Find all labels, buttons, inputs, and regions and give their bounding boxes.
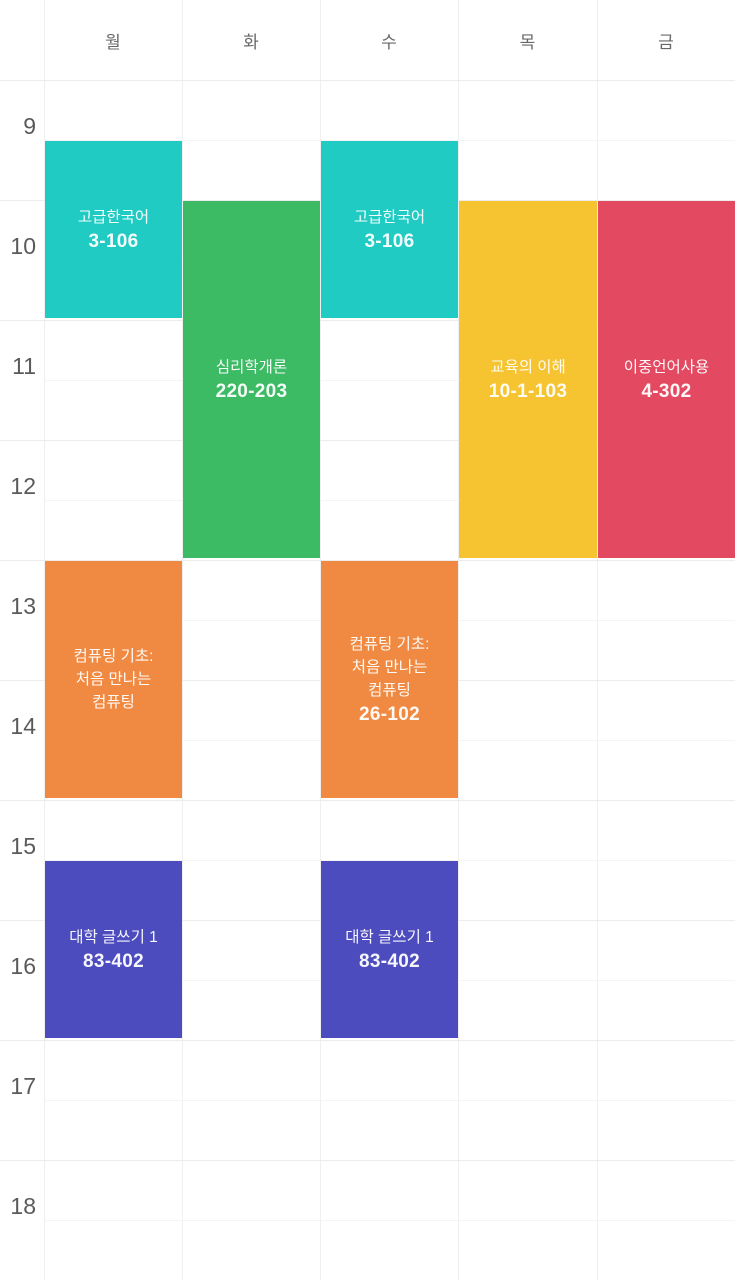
event-block-3[interactable]: 교육의 이해 10-1-103 bbox=[459, 201, 597, 558]
hour-line bbox=[0, 1160, 735, 1161]
event-title-line: 고급한국어 bbox=[77, 208, 150, 226]
event-room-number: 4-302 bbox=[641, 380, 692, 402]
event-title-line: 대학 글쓰기 1 bbox=[69, 928, 158, 946]
hour-label-16: 16 bbox=[10, 953, 36, 979]
day-label-4: 금 bbox=[658, 32, 674, 52]
event-room-number: 83-402 bbox=[359, 950, 420, 972]
hour-line bbox=[0, 80, 735, 81]
hour-label-9: 9 bbox=[23, 113, 36, 139]
column-divider bbox=[458, 0, 459, 1280]
event-title-line: 심리학개론 bbox=[215, 358, 288, 376]
day-label-3: 목 bbox=[519, 32, 536, 52]
half-hour-line bbox=[44, 380, 735, 381]
event-title-line: 고급한국어 bbox=[353, 208, 426, 226]
event-title-line: 처음 만나는 bbox=[351, 658, 428, 676]
event-block-4[interactable]: 이중언어사용 4-302 bbox=[598, 201, 735, 558]
half-hour-line bbox=[44, 860, 735, 861]
hour-label-11: 11 bbox=[12, 353, 36, 379]
half-hour-line bbox=[44, 1220, 735, 1221]
column-divider bbox=[320, 0, 321, 1280]
hour-label-13: 13 bbox=[10, 593, 36, 619]
hour-label-17: 17 bbox=[10, 1073, 36, 1099]
hour-line bbox=[0, 800, 735, 801]
event-title-line: 컴퓨팅 bbox=[368, 681, 411, 699]
event-title-line: 이중언어사용 bbox=[623, 358, 710, 376]
hour-line bbox=[0, 1040, 735, 1041]
event-block-1[interactable]: 고급한국어 3-106 bbox=[321, 141, 458, 318]
day-label-1: 화 bbox=[243, 32, 259, 52]
hour-label-18: 18 bbox=[10, 1193, 36, 1219]
event-block-0[interactable]: 고급한국어 3-106 bbox=[45, 141, 182, 318]
hour-label-10: 10 bbox=[10, 233, 36, 259]
hour-line bbox=[0, 440, 735, 441]
day-label-0: 월 bbox=[105, 32, 121, 52]
event-block-8[interactable]: 대학 글쓰기 1 83-402 bbox=[321, 861, 458, 1038]
event-room-number: 3-106 bbox=[88, 230, 139, 252]
event-title-line: 컴퓨팅 기초: bbox=[73, 648, 154, 665]
column-divider bbox=[597, 0, 598, 1280]
event-room-number: 10-1-103 bbox=[488, 380, 568, 402]
half-hour-line bbox=[44, 1100, 735, 1101]
event-room-number: 26-102 bbox=[359, 703, 420, 725]
event-title-line: 컴퓨팅 기초: bbox=[349, 635, 430, 653]
hour-label-14: 14 bbox=[10, 713, 36, 739]
event-block-2[interactable]: 심리학개론 220-203 bbox=[183, 201, 320, 558]
column-divider bbox=[182, 0, 183, 1280]
half-hour-line bbox=[44, 140, 735, 141]
event-title-line: 처음 만나는 bbox=[75, 671, 152, 688]
event-block-7[interactable]: 대학 글쓰기 1 83-402 bbox=[45, 861, 182, 1038]
time-gutter-divider bbox=[44, 0, 45, 1280]
hour-line bbox=[0, 320, 735, 321]
hour-label-12: 12 bbox=[10, 473, 36, 499]
event-room-number: 220-203 bbox=[215, 380, 288, 402]
hour-label-15: 15 bbox=[10, 833, 36, 859]
hour-line bbox=[0, 560, 735, 561]
event-room-number: 3-106 bbox=[364, 230, 415, 252]
half-hour-line bbox=[44, 500, 735, 501]
event-title-line: 교육의 이해 bbox=[490, 358, 566, 376]
event-title-line: 컴퓨팅 bbox=[92, 694, 135, 711]
event-title-line: 대학 글쓰기 1 bbox=[345, 928, 434, 946]
day-label-2: 수 bbox=[381, 32, 397, 52]
event-room-number: 83-402 bbox=[83, 950, 144, 972]
